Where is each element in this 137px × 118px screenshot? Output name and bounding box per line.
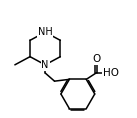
Text: O: O <box>92 54 100 64</box>
Text: N: N <box>42 60 49 70</box>
Text: NH: NH <box>38 27 53 37</box>
Text: HO: HO <box>103 68 119 78</box>
